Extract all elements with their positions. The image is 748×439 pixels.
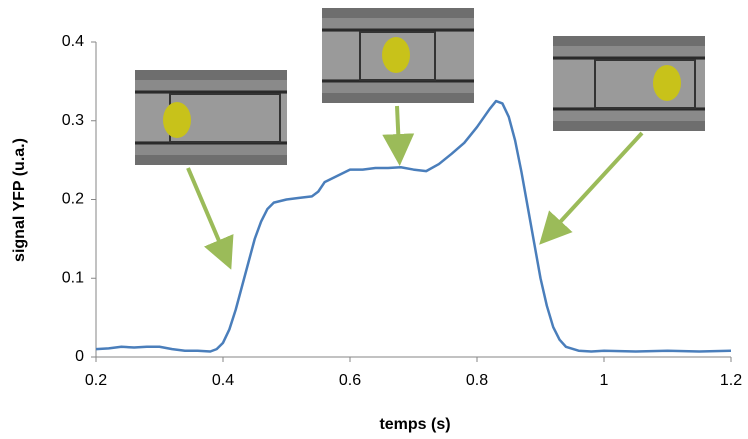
x-tick-label: 1 (600, 372, 609, 389)
x-tick-label: 0.2 (85, 372, 107, 389)
x-tick-label: 0.4 (212, 372, 234, 389)
x-axis-label: temps (s) (379, 416, 450, 433)
line (95, 99, 732, 353)
y-axis-label: signal YFP (u.a.) (11, 138, 28, 262)
inset-image (320, 6, 476, 105)
y-tick-label: 0.4 (62, 33, 84, 50)
y-tick-label: 0.2 (62, 191, 84, 208)
arrows (186, 105, 644, 270)
y-tick-label: 0.3 (62, 112, 84, 129)
y-tick-label: 0.1 (62, 269, 84, 286)
inset-image (551, 34, 707, 133)
inset-image (133, 68, 289, 167)
x-tick-label: 1.2 (720, 372, 742, 389)
x-tick-label: 0.8 (466, 372, 488, 389)
y-tick-label: 0 (75, 348, 84, 365)
x-tick-label: 0.6 (339, 372, 361, 389)
